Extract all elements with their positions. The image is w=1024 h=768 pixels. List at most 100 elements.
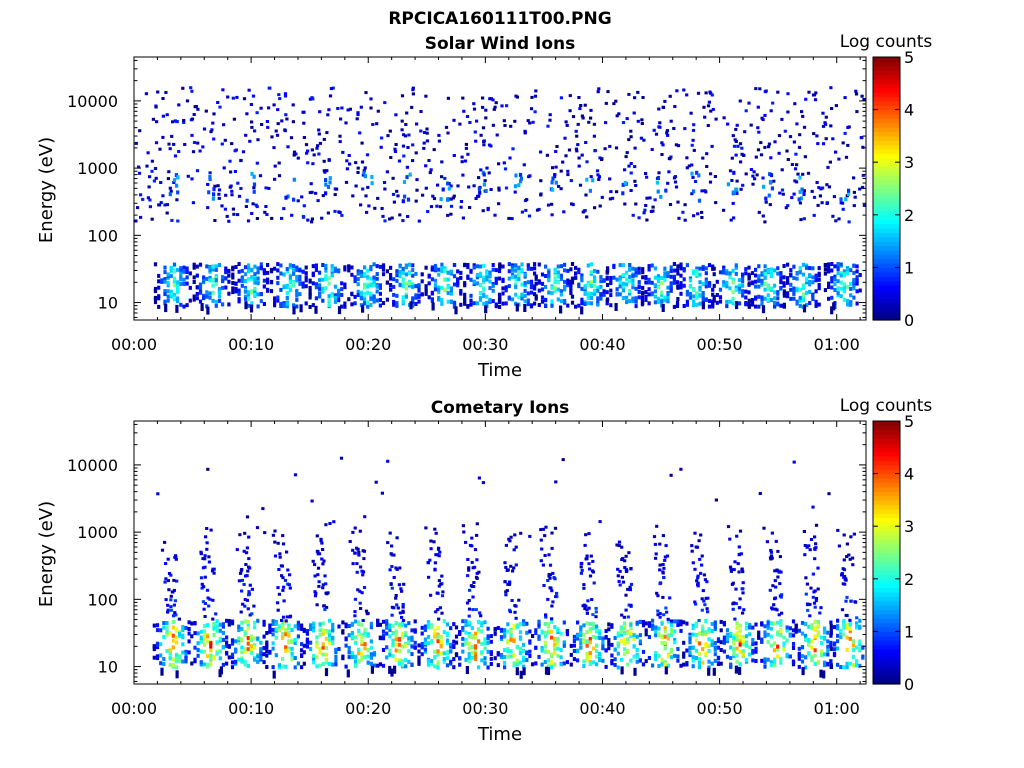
heatmap-cell <box>306 218 310 222</box>
heatmap-cell <box>591 626 595 631</box>
heatmap-cell <box>618 263 622 268</box>
heatmap-cell <box>230 660 235 665</box>
heatmap-cell <box>159 628 163 633</box>
heatmap-cell <box>445 641 450 646</box>
heatmap-cell <box>554 480 558 484</box>
heatmap-cell <box>406 215 410 218</box>
heatmap-cell <box>808 266 812 271</box>
heatmap-cell <box>424 164 428 168</box>
heatmap-cell <box>398 282 402 287</box>
heatmap-cell <box>561 458 565 462</box>
heatmap-cell <box>666 291 670 296</box>
heatmap-cell <box>337 647 341 651</box>
heatmap-cell <box>400 631 405 636</box>
heatmap-cell <box>225 214 229 218</box>
heatmap-cell <box>842 632 846 637</box>
heatmap-cell <box>171 645 175 650</box>
heatmap-cell <box>331 641 335 645</box>
heatmap-cell <box>589 108 593 112</box>
heatmap-cell <box>673 175 677 179</box>
heatmap-cell <box>292 153 296 157</box>
heatmap-cell <box>464 146 468 150</box>
heatmap-cell <box>744 634 749 639</box>
heatmap-cell <box>705 165 709 168</box>
heatmap-cell <box>424 287 428 292</box>
heatmap-cell <box>498 297 502 302</box>
heatmap-cell <box>302 136 306 139</box>
heatmap-cell <box>628 267 632 272</box>
heatmap-cell <box>440 160 444 164</box>
heatmap-cell <box>426 634 431 639</box>
heatmap-cell <box>652 535 657 539</box>
heatmap-cell <box>304 278 308 283</box>
heatmap-cell <box>667 157 671 160</box>
heatmap-cell <box>446 291 450 296</box>
heatmap-cell <box>757 630 761 635</box>
heatmap-cell <box>391 176 395 180</box>
heatmap-cell <box>243 285 248 290</box>
heatmap-cell <box>544 613 548 617</box>
heatmap-cell <box>221 630 225 635</box>
heatmap-cell <box>279 271 283 276</box>
heatmap-cell <box>860 136 864 139</box>
heatmap-cell <box>247 303 251 308</box>
heatmap-cell <box>734 127 738 131</box>
heatmap-cell <box>247 535 251 539</box>
colorbar-segment <box>873 140 900 146</box>
heatmap-cell <box>829 628 833 633</box>
heatmap-cell <box>656 299 661 304</box>
heatmap-cell <box>165 621 169 625</box>
heatmap-cell <box>830 107 834 110</box>
heatmap-cell <box>637 284 641 289</box>
heatmap-cell <box>205 547 209 551</box>
heatmap-cell <box>554 180 558 185</box>
heatmap-cell <box>227 219 231 223</box>
heatmap-cell <box>285 296 289 300</box>
heatmap-cell <box>563 299 567 303</box>
heatmap-cell <box>489 656 493 661</box>
heatmap-cell <box>625 300 629 305</box>
heatmap-cell <box>563 136 567 140</box>
heatmap-cell <box>369 282 373 287</box>
heatmap-cell <box>634 184 638 187</box>
heatmap-cell <box>461 173 465 177</box>
heatmap-cell <box>443 277 447 282</box>
heatmap-cell <box>390 553 394 557</box>
heatmap-cell <box>253 657 257 662</box>
heatmap-cell <box>697 619 701 622</box>
heatmap-cell <box>757 130 761 134</box>
heatmap-cell <box>741 581 745 585</box>
heatmap-cell <box>436 662 440 666</box>
heatmap-cell <box>398 269 402 274</box>
heatmap-cell <box>218 628 222 633</box>
heatmap-cell <box>697 652 702 657</box>
heatmap-cell <box>819 650 824 654</box>
heatmap-cell <box>794 623 798 628</box>
heatmap-cell <box>206 634 210 639</box>
heatmap-cell <box>624 608 628 612</box>
heatmap-cell <box>357 647 361 652</box>
heatmap-cell <box>345 167 349 171</box>
heatmap-cell <box>815 134 819 138</box>
heatmap-cell <box>683 218 687 222</box>
heatmap-cell <box>449 649 453 654</box>
heatmap-cell <box>252 174 256 179</box>
heatmap-cell <box>628 299 632 304</box>
heatmap-cell <box>760 302 764 306</box>
heatmap-cell <box>469 293 473 298</box>
heatmap-cell <box>522 648 526 653</box>
heatmap-cell <box>192 265 196 270</box>
heatmap-cell <box>414 302 418 306</box>
heatmap-cell <box>825 183 829 187</box>
heatmap-cell <box>402 180 407 184</box>
colorbar-segment <box>873 192 900 198</box>
heatmap-cell <box>410 644 414 649</box>
heatmap-cell <box>679 262 683 267</box>
heatmap-cell <box>783 129 787 133</box>
heatmap-cell <box>432 148 436 152</box>
heatmap-cell <box>429 205 434 209</box>
heatmap-cell <box>233 149 237 153</box>
heatmap-cell <box>315 549 319 553</box>
heatmap-cell <box>621 273 625 278</box>
heatmap-cell <box>674 143 678 147</box>
